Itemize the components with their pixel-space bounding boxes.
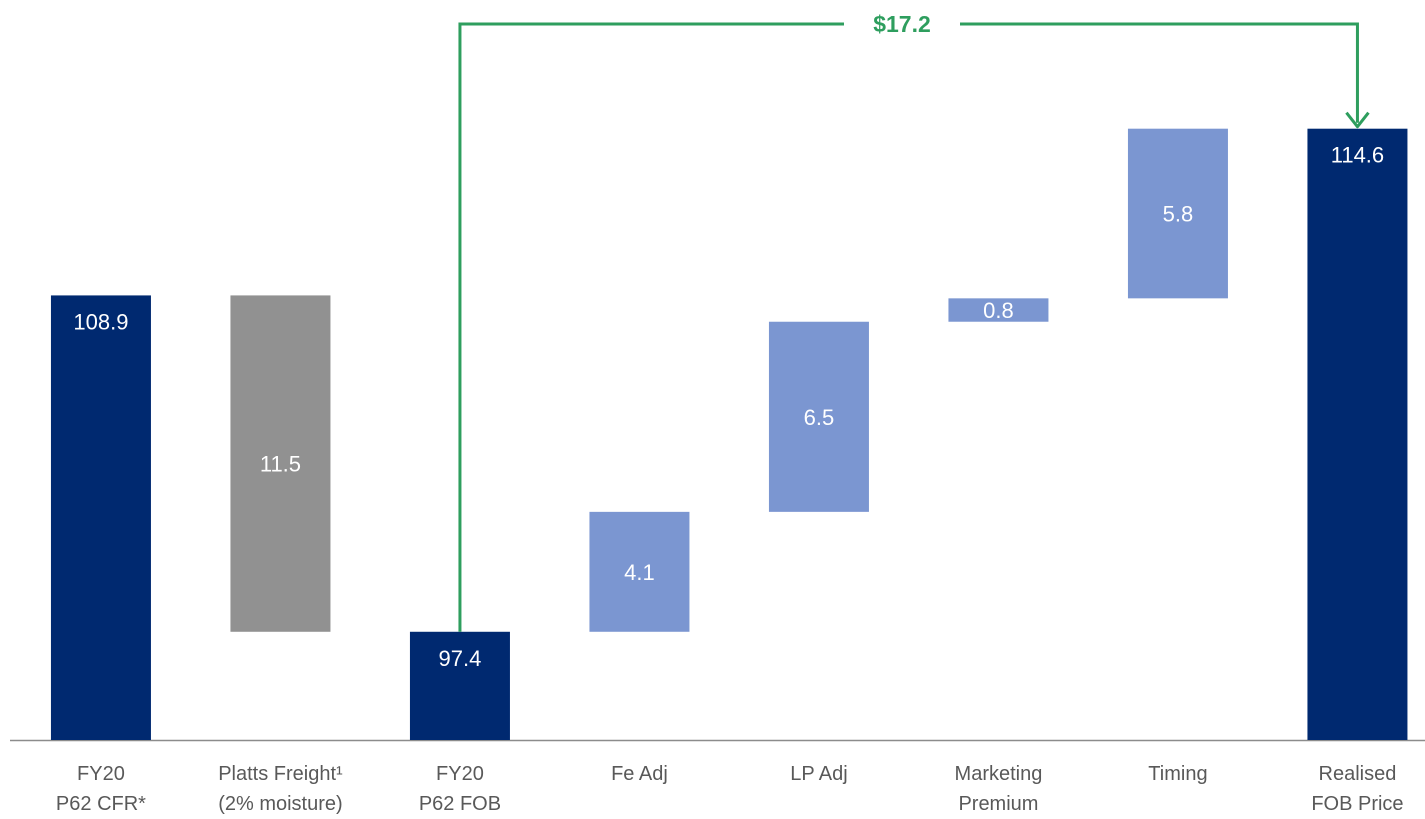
x-tick-label: P62 CFR* bbox=[56, 793, 146, 815]
bar bbox=[948, 298, 1049, 322]
x-tick-label: FY20 bbox=[436, 763, 484, 785]
x-tick-label: Realised bbox=[1319, 763, 1397, 785]
annotation: $17.2 bbox=[873, 11, 931, 37]
value-label: 97.4 bbox=[439, 646, 482, 671]
x-tick-label: Fe Adj bbox=[611, 763, 668, 785]
value-label: 114.6 bbox=[1331, 143, 1384, 168]
bar bbox=[409, 631, 510, 740]
x-tick-label: Platts Freight¹ bbox=[218, 763, 343, 785]
bar bbox=[768, 321, 869, 512]
value-label: 11.5 bbox=[260, 452, 301, 477]
x-tick-label: FY20 bbox=[77, 763, 125, 785]
value-label: 5.8 bbox=[1163, 202, 1194, 227]
annotation-arrowhead bbox=[1345, 111, 1370, 129]
value-label: 108.9 bbox=[73, 309, 128, 334]
value-label: 4.1 bbox=[624, 560, 655, 585]
value-label: 6.5 bbox=[804, 405, 835, 430]
bar bbox=[50, 295, 151, 740]
x-tick-label: FOB Price bbox=[1311, 793, 1403, 815]
x-tick-label: Premium bbox=[958, 793, 1038, 815]
value-label: 0.8 bbox=[983, 298, 1014, 323]
bar bbox=[230, 295, 331, 632]
annotation-line bbox=[960, 22, 1359, 123]
x-tick-label: Marketing bbox=[955, 763, 1043, 785]
bar bbox=[1307, 128, 1408, 740]
x-tick-label: LP Adj bbox=[790, 763, 847, 785]
x-tick-label: (2% moisture) bbox=[218, 793, 342, 815]
bar bbox=[1127, 128, 1228, 299]
x-tick-label: Timing bbox=[1148, 763, 1207, 785]
x-tick-label: P62 FOB bbox=[419, 793, 501, 815]
bar bbox=[589, 511, 690, 632]
annotation-line bbox=[458, 22, 844, 632]
